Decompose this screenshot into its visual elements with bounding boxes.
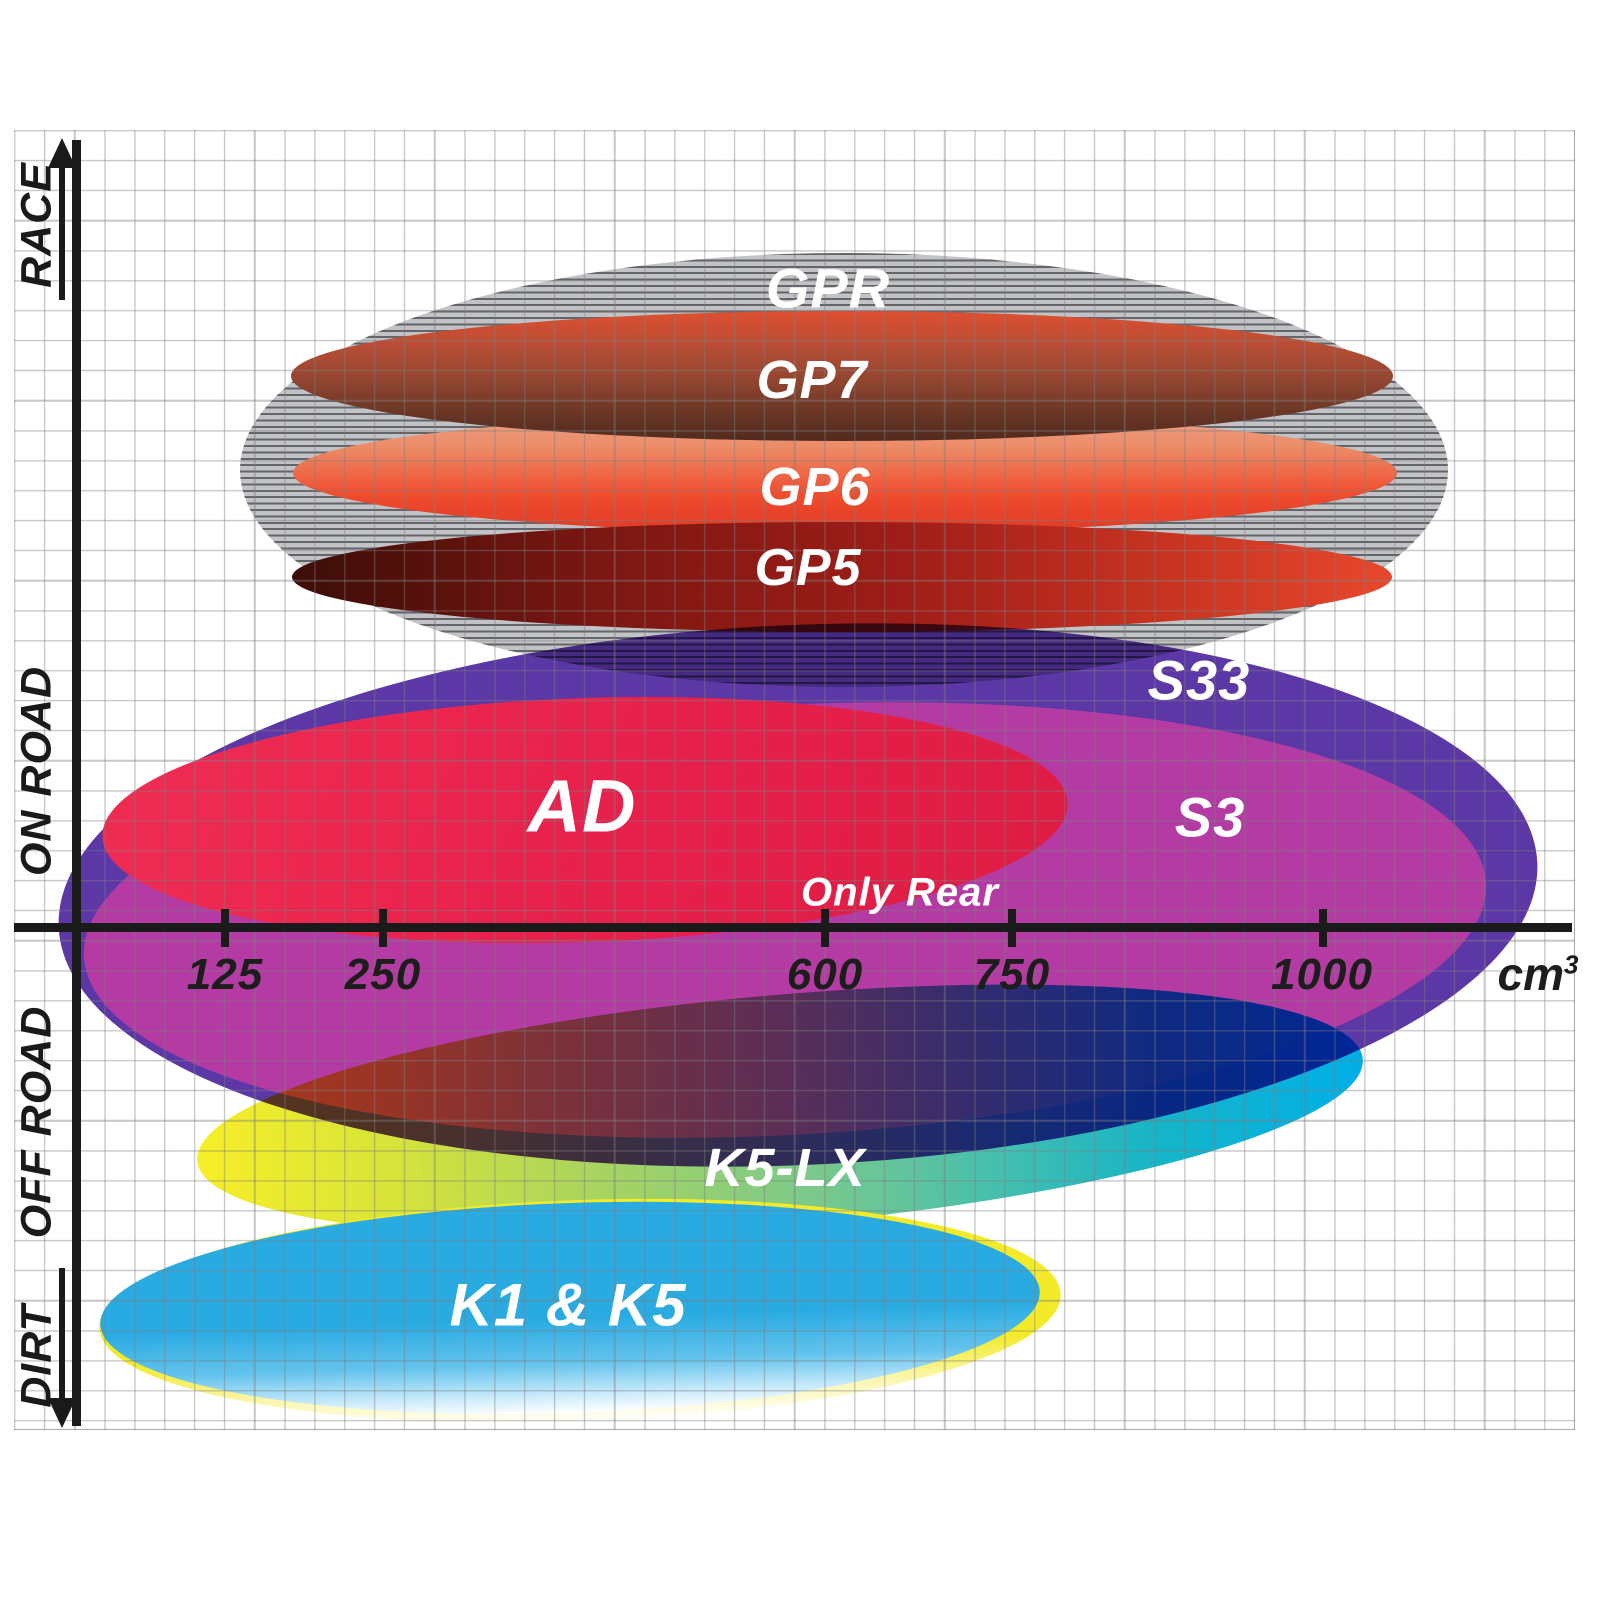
zone-label-off-road: OFF ROAD	[12, 1005, 61, 1239]
label-only-rear: Only Rear	[801, 870, 999, 915]
tick-label-1000: 1000	[1271, 950, 1373, 999]
label-gp6: GP6	[759, 457, 871, 517]
label-s3: S3	[1174, 785, 1246, 849]
tick-750	[1008, 909, 1016, 947]
zone-label-on-road: ON ROAD	[12, 665, 61, 877]
label-gp5: GP5	[754, 539, 862, 597]
unit-exponent: 3	[1564, 949, 1579, 980]
dirt-arrow-shaft	[59, 1268, 65, 1400]
ellipse-gp5	[292, 522, 1392, 632]
label-gpr: GPR	[765, 256, 891, 320]
zone-label-race: RACE	[12, 162, 61, 288]
zone-label-dirt: DIRT	[12, 1304, 61, 1408]
label-gp7: GP7	[756, 350, 868, 410]
x-axis-line	[14, 923, 1572, 932]
y-axis-line	[72, 140, 81, 1426]
tick-1000	[1319, 909, 1327, 947]
tick-label-750: 750	[973, 950, 1051, 999]
tick-250	[379, 909, 387, 947]
label-k1k5: K1 & K5	[449, 1271, 687, 1339]
x-axis-unit: cm3	[1498, 947, 1579, 1001]
label-ad: AD	[527, 764, 637, 848]
tick-label-125: 125	[186, 950, 264, 999]
label-k5lx: K5-LX	[704, 1138, 866, 1198]
unit-base: cm	[1497, 948, 1565, 1000]
ellipse-gp7	[291, 311, 1393, 441]
dirt-arrow-down-icon	[48, 1398, 76, 1428]
tick-600	[821, 909, 829, 947]
race-arrow-shaft	[59, 166, 65, 300]
label-s33: S33	[1147, 648, 1251, 712]
tick-label-250: 250	[344, 950, 422, 999]
race-arrow-up-icon	[48, 138, 76, 168]
tick-label-600: 600	[786, 950, 864, 999]
tick-125	[221, 909, 229, 947]
